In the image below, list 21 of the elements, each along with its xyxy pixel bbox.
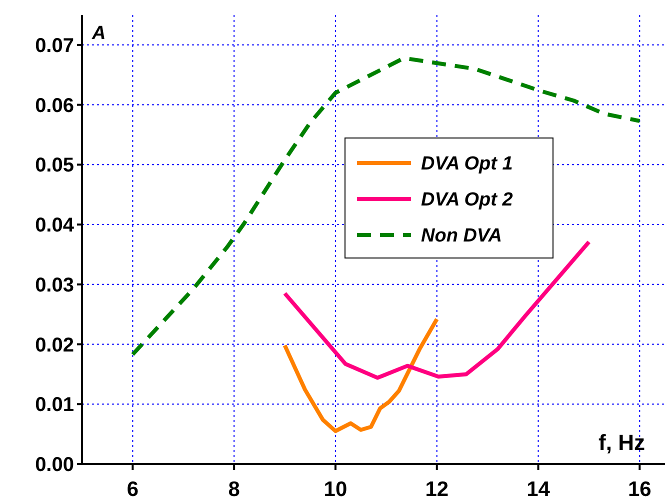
line-series bbox=[282, 317, 439, 434]
legend-label: DVA Opt 2 bbox=[421, 190, 514, 211]
legend-label: Non DVA bbox=[421, 226, 502, 247]
y-tick-label: 0.02 bbox=[35, 334, 74, 356]
y-tick-label: 0.06 bbox=[35, 94, 74, 117]
x-tick-label: 8 bbox=[228, 478, 240, 501]
line-series bbox=[130, 56, 642, 356]
legend-label: DVA Opt 1 bbox=[421, 154, 513, 175]
x-tick-label: 14 bbox=[526, 478, 550, 501]
y-tick-label: 0.01 bbox=[35, 394, 74, 416]
y-tick-label: 0.03 bbox=[35, 274, 74, 296]
y-axis-title: A bbox=[91, 23, 106, 44]
x-tick-label: 10 bbox=[324, 478, 348, 501]
x-tick-label: 12 bbox=[425, 478, 449, 501]
x-tick-label: 6 bbox=[126, 478, 139, 501]
y-tick-label: 0.00 bbox=[35, 454, 74, 476]
x-axis-title: f, Hz bbox=[598, 430, 645, 455]
y-tick-label: 0.07 bbox=[35, 34, 74, 57]
y-tick-label: 0.05 bbox=[35, 154, 74, 177]
y-tick-label: 0.04 bbox=[35, 214, 75, 237]
x-tick-label: 16 bbox=[628, 478, 652, 501]
